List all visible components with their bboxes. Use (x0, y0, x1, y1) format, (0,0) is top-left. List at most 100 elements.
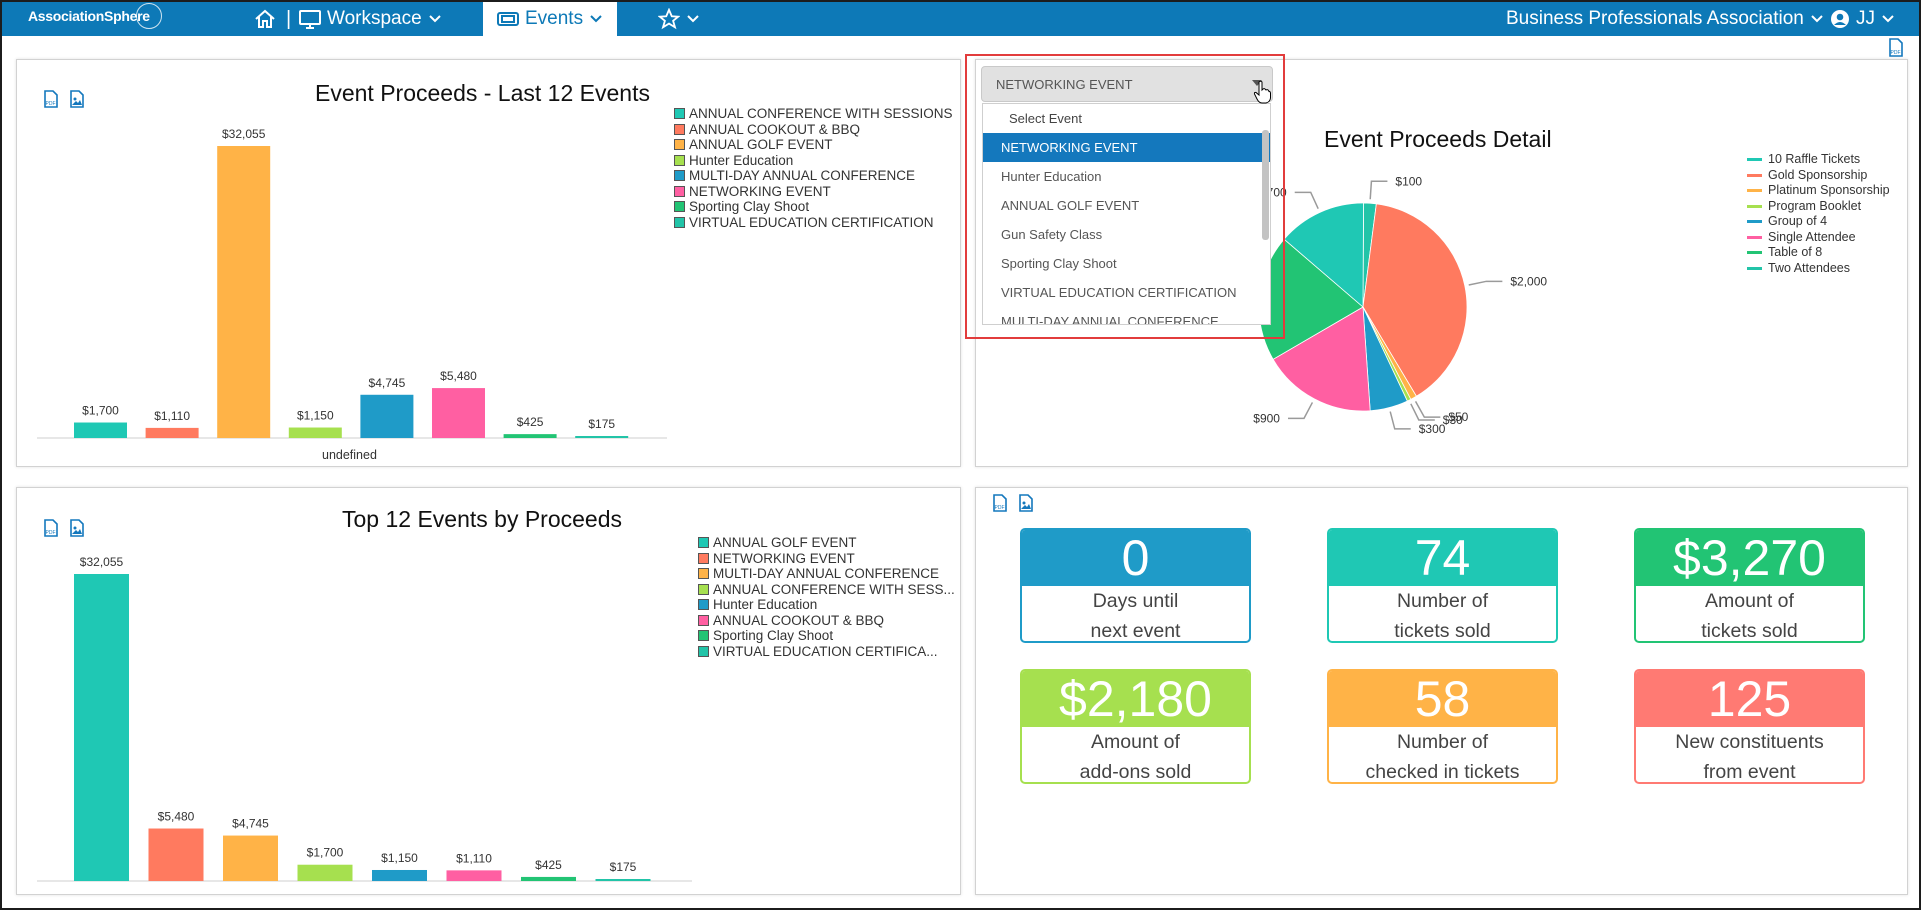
legend-item[interactable]: Program Booklet (1747, 199, 1890, 215)
chart1-svg: $1,700 $1,110 $32,055 $1,150 $4,745 $5,480 $42… (37, 127, 667, 439)
legend-item[interactable]: Gold Sponsorship (1747, 168, 1890, 184)
nav-events[interactable]: Events (483, 2, 618, 36)
user-menu[interactable]: JJ (1830, 2, 1895, 36)
bar[interactable] (521, 876, 576, 881)
legend-swatch (698, 614, 709, 626)
bar[interactable] (74, 422, 127, 438)
legend-swatch (674, 170, 685, 182)
bar-value-label: $32,055 (80, 555, 124, 569)
legend-item[interactable]: VIRTUAL EDUCATION CERTIFICATION (674, 215, 953, 231)
bar[interactable] (372, 869, 427, 881)
org-selector[interactable]: Business Professionals Association (1506, 2, 1824, 36)
legend-swatch (674, 139, 685, 151)
legend-item[interactable]: ANNUAL GOLF EVENT (674, 137, 953, 153)
bar[interactable] (217, 146, 271, 438)
bar[interactable] (446, 870, 502, 881)
legend-item[interactable]: NETWORKING EVENT (698, 551, 955, 567)
chart3-svg: $100$2,000$50$30$300$900$700 (1253, 174, 1547, 436)
option-select-event[interactable]: Select Event (1009, 111, 1082, 126)
legend-swatch (698, 645, 709, 657)
legend-item[interactable]: Sporting Clay Shoot (698, 628, 955, 644)
bar[interactable] (503, 434, 557, 438)
kpi-label: Days until next event (1090, 590, 1181, 642)
bar[interactable] (297, 864, 353, 881)
image-export-icon[interactable] (69, 519, 85, 537)
bar[interactable] (575, 436, 629, 438)
bar[interactable] (223, 835, 278, 881)
legend-item[interactable]: Hunter Education (698, 597, 955, 613)
star-icon (658, 8, 680, 30)
dropdown-scrollbar[interactable] (1262, 130, 1269, 240)
nav-events-label: Events (525, 8, 584, 29)
legend-item[interactable]: MULTI-DAY ANNUAL CONFERENCE (674, 168, 953, 184)
legend-item[interactable]: ANNUAL CONFERENCE WITH SESSIONS (674, 106, 953, 122)
home-icon (255, 9, 275, 28)
kpi-days-until-next-event: 0 Days until next event (1020, 528, 1251, 643)
legend-item[interactable]: Sporting Clay Shoot (674, 199, 953, 215)
kpi-value: 0 (1022, 530, 1249, 586)
legend-item[interactable]: Platinum Sponsorship (1747, 183, 1890, 199)
pie-value-label: $50 (1448, 410, 1468, 424)
kpi-value: 74 (1329, 530, 1556, 586)
bar[interactable] (148, 828, 204, 881)
nav-workspace[interactable]: Workspace (299, 2, 442, 36)
legend-item[interactable]: Hunter Education (674, 153, 953, 169)
panel-event-proceeds: PDF Event Proceeds - Last 12 Events ANNU… (16, 59, 961, 467)
legend-item[interactable]: Single Attendee (1747, 230, 1890, 246)
logo[interactable]: AssociationSphere (28, 3, 162, 29)
option-gun-safety-class[interactable]: Gun Safety Class (1001, 227, 1103, 242)
legend-swatch (674, 108, 685, 120)
legend-item[interactable]: ANNUAL CONFERENCE WITH SESS... (698, 582, 955, 598)
legend-label: Group of 4 (1768, 214, 1828, 228)
bar[interactable] (145, 427, 199, 438)
image-export-icon[interactable] (1018, 494, 1034, 512)
favorites-menu[interactable] (658, 2, 700, 36)
legend-swatch (674, 154, 685, 166)
chevron-down-icon (1811, 15, 1823, 23)
bar[interactable] (288, 427, 342, 438)
pdf-export-icon[interactable]: PDF (43, 90, 59, 108)
legend-item[interactable]: NETWORKING EVENT (674, 184, 953, 200)
legend-item[interactable]: Two Attendees (1747, 261, 1890, 277)
bar[interactable] (360, 394, 414, 438)
pie-slice[interactable] (1272, 306, 1371, 412)
legend-item[interactable]: Group of 4 (1747, 214, 1890, 230)
legend-item[interactable]: ANNUAL GOLF EVENT (698, 535, 955, 551)
option-multi-day-conference[interactable]: MULTI-DAY ANNUAL CONFERENCE (1001, 314, 1219, 325)
legend-item[interactable]: Table of 8 (1747, 245, 1890, 261)
pdf-export-icon[interactable]: PDF (43, 519, 59, 537)
legend-item[interactable]: MULTI-DAY ANNUAL CONFERENCE (698, 566, 955, 582)
bar[interactable] (432, 388, 485, 438)
option-virtual-education[interactable]: VIRTUAL EDUCATION CERTIFICATION (1001, 285, 1237, 300)
legend-item[interactable]: 10 Raffle Tickets (1747, 152, 1890, 168)
pdf-export-icon[interactable]: PDF (992, 494, 1008, 512)
legend-swatch (674, 216, 685, 228)
option-sporting-clay-shoot[interactable]: Sporting Clay Shoot (1001, 256, 1117, 271)
pie-slice[interactable] (1283, 202, 1364, 308)
option-annual-golf-event[interactable]: ANNUAL GOLF EVENT (1001, 198, 1140, 213)
event-select[interactable]: NETWORKING EVENT (981, 66, 1273, 102)
chart2-legend: ANNUAL GOLF EVENT NETWORKING EVENT MULTI-D… (698, 535, 955, 659)
legend-label: VIRTUAL EDUCATION CERTIFICA... (713, 643, 938, 659)
legend-item[interactable]: ANNUAL COOKOUT & BBQ (698, 613, 955, 629)
bar[interactable] (595, 879, 651, 881)
legend-swatch (1747, 266, 1762, 270)
user-circle-icon (1831, 10, 1849, 28)
legend-item[interactable]: VIRTUAL EDUCATION CERTIFICA... (698, 644, 955, 660)
legend-item[interactable]: ANNUAL COOKOUT & BBQ (674, 122, 953, 138)
chevron-down-icon (428, 15, 441, 23)
pie-leader-line (1287, 402, 1314, 420)
bar-value-label: $4,745 (369, 376, 406, 390)
legend-label: MULTI-DAY ANNUAL CONFERENCE (689, 168, 916, 183)
event-select-options: Select Event NETWORKING EVENT Hunter Edu… (982, 103, 1271, 325)
option-hunter-education[interactable]: Hunter Education (1001, 169, 1102, 184)
page-pdf-icon[interactable]: PDF (1887, 38, 1905, 58)
legend-swatch (674, 185, 685, 197)
image-export-icon[interactable] (69, 90, 85, 108)
bar-value-label: $1,110 (154, 409, 190, 423)
bar[interactable] (74, 574, 129, 881)
pie-slice[interactable] (1362, 203, 1468, 397)
option-networking-event[interactable]: NETWORKING EVENT (983, 133, 1270, 162)
home-button[interactable]: | (254, 2, 291, 36)
pie-leader-line (1414, 400, 1441, 418)
